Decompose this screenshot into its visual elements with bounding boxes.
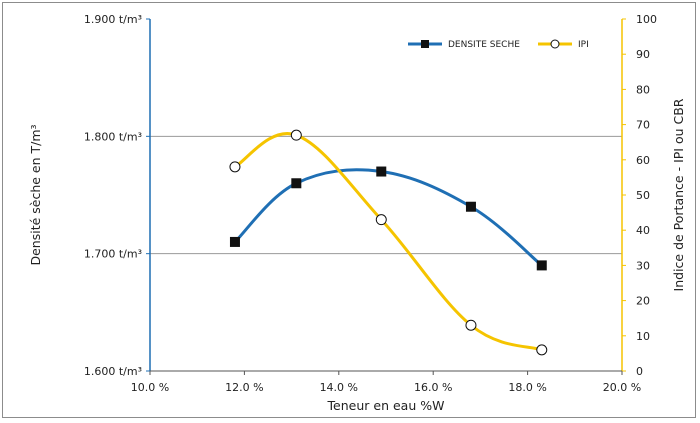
x-tick-label: 20.0 % [603, 381, 641, 394]
y-right-tick-label: 60 [636, 154, 650, 167]
series-layer [229, 129, 548, 356]
series-line-1 [233, 168, 544, 267]
data-point-circle [229, 161, 241, 173]
chart-frame [2, 2, 696, 418]
legend-marker-square [421, 40, 429, 48]
y-right-tick-label: 40 [636, 224, 650, 237]
data-point-circle [465, 319, 477, 331]
y-axis-right-label: Indice de Portance - IPI ou CBR [671, 98, 686, 291]
legend-label: DENSITE SECHE [448, 40, 520, 50]
y-left-tick-label: 1.800 t/m³ [84, 130, 142, 143]
y-right-tick-label: 50 [636, 189, 650, 202]
series-line-2 [233, 132, 544, 352]
y-right-tick-label: 0 [636, 365, 643, 378]
data-point-circle [290, 129, 302, 141]
y-right-tick-label: 20 [636, 295, 650, 308]
y-axis-left-label: Densité sèche en T/m³ [28, 124, 43, 265]
tick-labels: 1.600 t/m³ 1.700 t/m³ 1.800 t/m³ 1.900 t/m³… [84, 13, 657, 394]
x-tick-label: 10.0 % [131, 381, 169, 394]
data-point-circle [536, 344, 548, 356]
x-tick-label: 14.0 % [320, 381, 358, 394]
y-right-tick-label: 90 [636, 48, 650, 61]
x-tick-label: 18.0 % [508, 381, 546, 394]
data-point-square [536, 260, 547, 271]
data-point-square [229, 236, 240, 247]
y-right-tick-label: 30 [636, 259, 650, 272]
gridlines [150, 135, 622, 255]
data-point-square [291, 178, 302, 189]
x-tick-label: 12.0 % [225, 381, 263, 394]
data-point-circle [375, 214, 387, 226]
tick-marks [146, 18, 626, 375]
legend: DENSITE SECHE IPI [408, 39, 589, 50]
data-point-square [376, 166, 387, 177]
x-axis-label: Teneur en eau %W [327, 398, 445, 413]
y-left-tick-label: 1.600 t/m³ [84, 365, 142, 378]
y-right-tick-label: 80 [636, 83, 650, 96]
x-tick-label: 16.0 % [414, 381, 452, 394]
y-right-tick-label: 70 [636, 119, 650, 132]
y-left-tick-label: 1.900 t/m³ [84, 13, 142, 26]
y-right-tick-label: 10 [636, 330, 650, 343]
y-left-tick-label: 1.700 t/m³ [84, 248, 142, 261]
data-point-square [465, 201, 476, 212]
y-right-tick-label: 100 [636, 13, 657, 26]
legend-marker-circle [550, 39, 560, 49]
legend-label: IPI [578, 40, 589, 50]
